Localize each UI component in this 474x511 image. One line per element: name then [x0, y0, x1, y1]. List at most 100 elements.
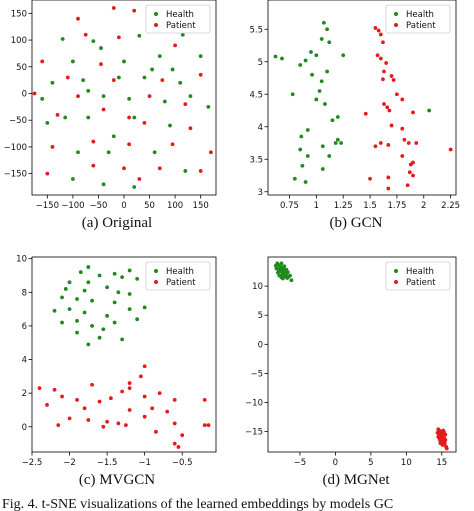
point-patient — [437, 429, 442, 433]
point-health — [325, 27, 329, 32]
point-patient — [408, 162, 413, 167]
point-patient — [411, 173, 415, 178]
point-patient — [56, 423, 61, 428]
point-patient — [382, 102, 386, 106]
point-health — [327, 40, 332, 45]
point-patient — [132, 8, 137, 13]
point-health — [67, 280, 72, 285]
point-health — [70, 59, 75, 64]
x-tick-label: 2.25 — [441, 201, 460, 211]
point-patient — [142, 364, 147, 369]
legend-box — [145, 261, 211, 291]
point-health — [323, 102, 327, 106]
point-health — [305, 154, 310, 158]
point-health — [63, 287, 68, 291]
point-patient — [400, 154, 405, 158]
point-health — [105, 285, 110, 290]
point-patient — [363, 111, 368, 116]
point-patient — [111, 6, 116, 10]
point-patient — [180, 433, 185, 438]
point-patient — [37, 386, 42, 391]
point-patient — [172, 397, 177, 402]
point-health — [183, 169, 188, 173]
panel-mvgcn: (c) MVGCN −2.5 −2 −1.5 −1 −0.5 0 2 4 6 8 10 HealthP… — [16, 255, 217, 488]
legend-marker-patient — [394, 280, 398, 284]
figure-caption: Fig. 4. t-SNE visualizations of the lear… — [2, 497, 393, 511]
legend-label-health: Health — [406, 10, 434, 20]
legend-label-patient: Patient — [166, 21, 196, 31]
point-health — [86, 280, 91, 285]
point-health — [112, 320, 117, 325]
point-patient — [378, 32, 383, 37]
point-patient — [414, 141, 419, 145]
point-patient — [386, 175, 391, 180]
point-health — [137, 33, 142, 38]
point-patient — [127, 381, 132, 385]
point-health — [63, 115, 68, 120]
y-tick-label: 8 — [22, 288, 27, 298]
point-patient — [387, 108, 392, 113]
x-tick-label: 0 — [333, 458, 338, 468]
point-patient — [91, 139, 96, 144]
point-patient — [375, 53, 380, 58]
point-health — [40, 96, 45, 101]
point-patient — [45, 171, 50, 176]
point-health — [339, 141, 343, 145]
legend-marker-health — [154, 12, 158, 16]
legend-marker-patient — [394, 23, 398, 27]
y-tick-label: 10 — [16, 255, 27, 265]
point-patient — [441, 428, 446, 433]
point-health — [280, 276, 285, 281]
point-health — [76, 150, 80, 155]
y-tick-label: 3 — [258, 188, 263, 198]
point-patient — [373, 144, 378, 149]
point-health — [206, 104, 211, 109]
point-health — [341, 53, 346, 58]
point-health — [285, 270, 290, 275]
y-tick-label: 0 — [258, 340, 263, 350]
point-health — [288, 273, 292, 278]
point-health — [168, 123, 172, 128]
legend-marker-patient — [154, 280, 158, 284]
point-health — [178, 80, 183, 85]
point-health — [162, 99, 167, 104]
point-health — [142, 75, 147, 80]
point-patient — [76, 16, 80, 21]
point-patient — [438, 441, 443, 446]
point-patient — [99, 62, 103, 67]
point-patient — [448, 147, 453, 152]
point-health — [99, 46, 103, 50]
point-health — [116, 75, 121, 80]
point-patient — [65, 75, 70, 80]
point-patient — [52, 387, 57, 392]
point-patient — [105, 419, 110, 424]
x-tick-label: 100 — [167, 201, 183, 211]
y-tick-label: −50 — [9, 116, 27, 126]
point-patient — [376, 28, 381, 33]
point-health — [135, 317, 140, 322]
point-health — [290, 92, 295, 97]
point-health — [75, 318, 79, 323]
y-tick-label: 150 — [11, 9, 27, 19]
point-patient — [202, 423, 207, 428]
point-patient — [443, 432, 448, 437]
point-health — [335, 115, 340, 119]
point-patient — [436, 434, 441, 439]
y-tick-label: 5.5 — [249, 25, 263, 35]
y-tick-label: −150 — [4, 170, 27, 180]
point-patient — [122, 166, 126, 171]
point-health — [101, 327, 106, 332]
caption-mgnet: (d) MGNet — [322, 472, 390, 488]
y-tick-label: −100 — [4, 143, 27, 153]
point-health — [60, 320, 64, 325]
point-patient — [444, 446, 449, 451]
legend-box — [145, 4, 211, 34]
point-health — [198, 54, 203, 58]
point-health — [52, 308, 57, 313]
point-health — [97, 273, 102, 278]
point-health — [335, 137, 340, 142]
